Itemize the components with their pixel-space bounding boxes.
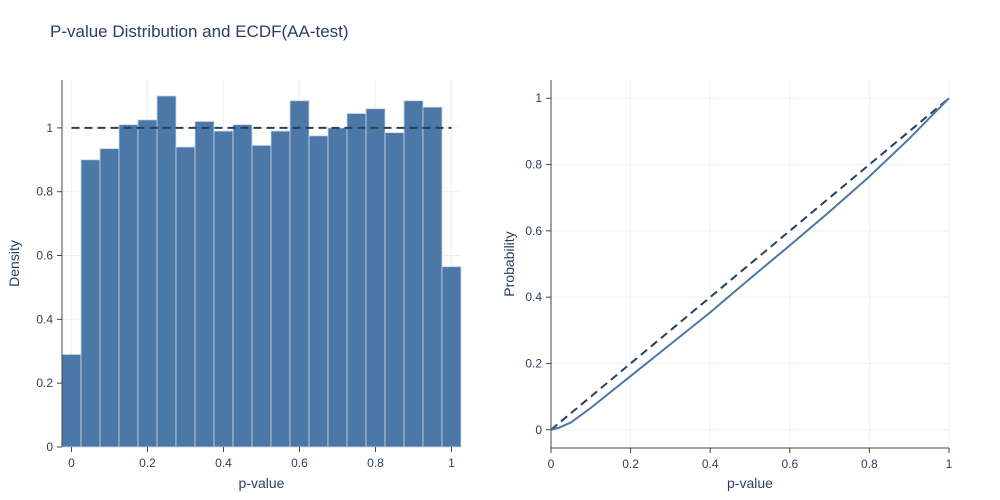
y-axis-title: Density (6, 240, 22, 287)
histogram-bar (403, 100, 424, 448)
histogram-bar (441, 266, 462, 448)
y-tick-label: 1 (535, 91, 542, 105)
y-tick-label: 1 (46, 121, 53, 135)
histogram-bar (251, 145, 272, 448)
histogram-bar (194, 121, 215, 448)
x-tick-label: 0.4 (702, 457, 719, 471)
x-tick-label: 0 (548, 457, 555, 471)
histogram-bar (175, 146, 196, 448)
chart-title: P-value Distribution and ECDF(AA-test) (50, 22, 349, 41)
y-tick-label: 0.8 (525, 158, 542, 172)
x-tick-label: 1 (448, 456, 455, 470)
histogram-bar (365, 108, 386, 448)
y-tick-label: 0.6 (525, 224, 542, 238)
y-tick-label: 0.2 (525, 356, 542, 370)
x-tick-label: 0.6 (781, 457, 798, 471)
histogram-bar (137, 119, 158, 448)
histogram-bar (422, 106, 443, 448)
y-tick-label: 0.6 (36, 249, 53, 263)
x-tick-label: 0.8 (367, 456, 384, 470)
histogram-bar (384, 132, 405, 448)
y-tick-label: 0.4 (36, 312, 53, 326)
x-tick-label: 0 (68, 456, 75, 470)
x-tick-label: 0.6 (291, 456, 308, 470)
histogram-bar (118, 124, 139, 448)
histogram-bar (156, 95, 177, 448)
histogram-bar (80, 159, 101, 448)
histogram-bar (346, 113, 367, 448)
histogram-bar (99, 148, 120, 448)
x-tick-label: 1 (946, 457, 953, 471)
x-tick-label: 0.2 (622, 457, 639, 471)
x-tick-label: 0.2 (139, 456, 156, 470)
y-axis-title: Probability (501, 231, 517, 296)
histogram-bar (327, 127, 348, 448)
diagonal-reference-line (550, 97, 950, 431)
y-tick-label: 0.4 (525, 290, 542, 304)
histogram-bar (308, 135, 329, 448)
ecdf-panel: 0 0.2 0.4 0.6 0.8 1 0 0.2 0.4 0.6 0.8 1 p-value Proba… (501, 80, 953, 491)
y-tick-label: 0 (535, 423, 542, 437)
x-tick-label: 0.4 (215, 456, 232, 470)
y-tick-label: 0.2 (36, 376, 53, 390)
x-tick-label: 0.8 (861, 457, 878, 471)
y-tick-label: 0 (46, 440, 53, 454)
y-tick-label: 0.8 (36, 185, 53, 199)
x-axis-title: p-value (727, 475, 773, 491)
x-axis-title: p-value (239, 475, 285, 491)
histogram-bar (213, 130, 234, 448)
ecdf-line (550, 97, 950, 431)
histogram-panel: 0 0.2 0.4 0.6 0.8 1 0 0.2 0.4 0.6 0.8 1 p-value Densi… (6, 80, 462, 491)
histogram-bar (270, 130, 291, 448)
histogram-bar (61, 354, 82, 448)
histogram-bar (232, 124, 253, 448)
histogram-bar (289, 100, 310, 448)
